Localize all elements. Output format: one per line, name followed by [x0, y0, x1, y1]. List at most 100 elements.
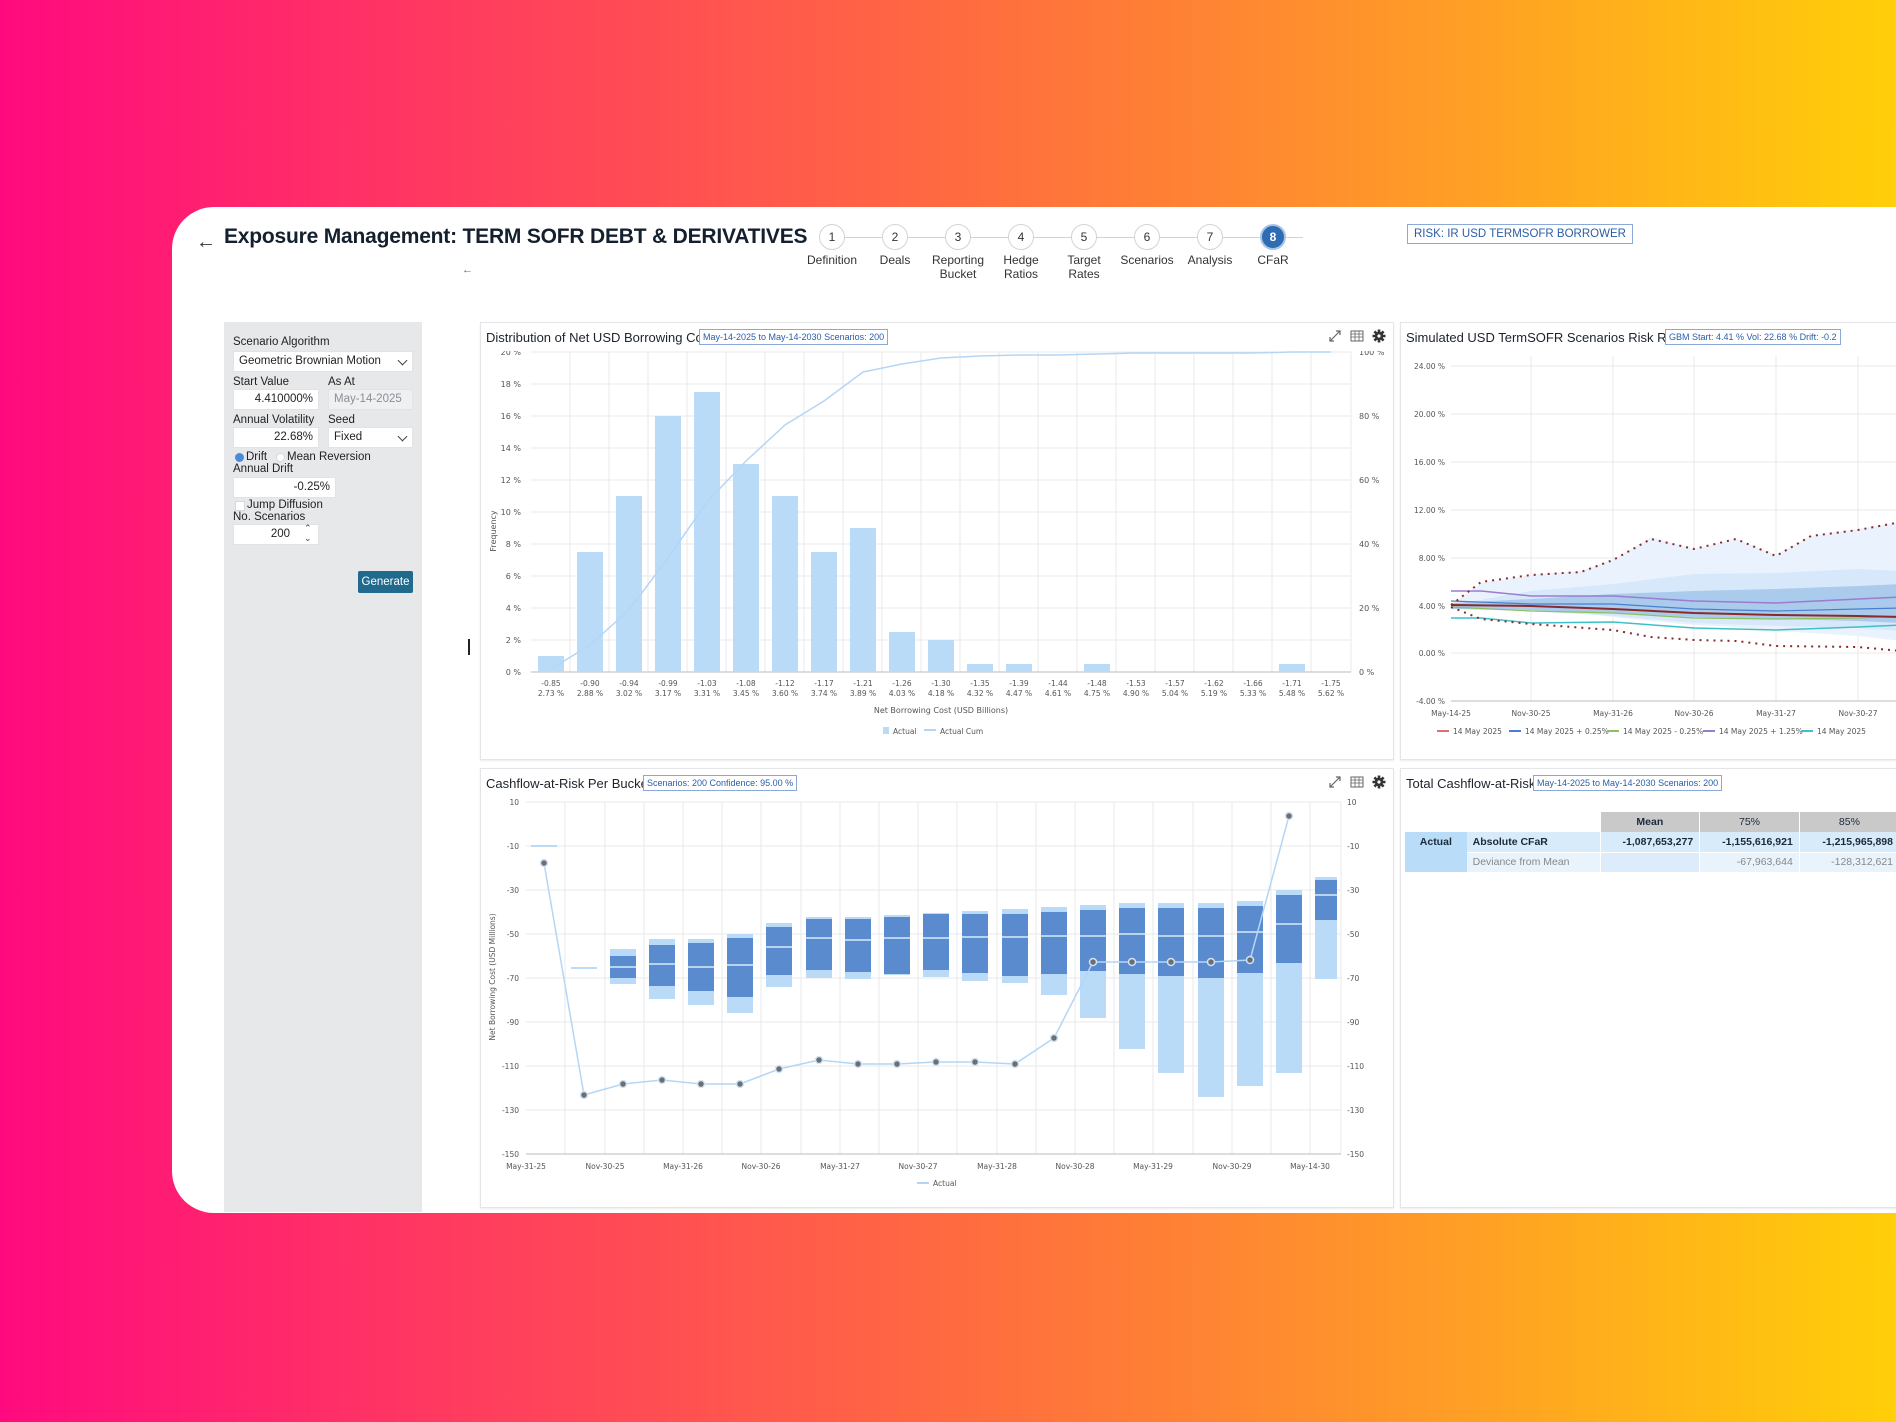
expand-icon[interactable] — [1327, 774, 1343, 790]
annual-drift-input[interactable]: -0.25% — [233, 477, 336, 498]
step-hedge-ratios[interactable]: 4 Hedge Ratios — [983, 224, 1059, 281]
svg-text:3.17 %: 3.17 % — [655, 689, 681, 698]
resize-handle[interactable] — [468, 639, 470, 655]
cell-75: -67,963,644 — [1699, 851, 1800, 872]
step-deals[interactable]: 2 Deals — [857, 224, 933, 267]
svg-text:Nov-30-26: Nov-30-26 — [742, 1162, 781, 1171]
svg-text:24.00 %: 24.00 % — [1414, 362, 1445, 371]
svg-text:4.32 %: 4.32 % — [967, 689, 993, 698]
step-number: 6 — [1134, 224, 1160, 250]
distribution-chart: 20 %18 %16 %14 %12 %10 %8 %6 %4 %2 %0 % … — [489, 351, 1385, 736]
column-header-mean[interactable]: Mean — [1599, 812, 1700, 832]
svg-text:-70: -70 — [1347, 974, 1359, 983]
collapse-panel-arrow-icon[interactable]: ← — [462, 264, 473, 276]
seed-label: Seed — [328, 414, 355, 426]
svg-text:5.33 %: 5.33 % — [1240, 689, 1266, 698]
median-lines — [610, 894, 1337, 968]
column-header-85[interactable]: 85% — [1798, 812, 1896, 832]
grid — [1451, 356, 1896, 701]
step-cfar[interactable]: 8 CFaR — [1235, 224, 1311, 267]
svg-text:14 May 2025 + 1.25%: 14 May 2025 + 1.25% — [1719, 727, 1803, 736]
svg-text:-4.00 %: -4.00 % — [1416, 697, 1445, 706]
step-scenarios[interactable]: 6 Scenarios — [1109, 224, 1185, 267]
gear-icon[interactable] — [1371, 328, 1387, 344]
step-label: Target Rates — [1067, 253, 1101, 281]
expand-icon[interactable] — [1327, 328, 1343, 344]
svg-text:-90: -90 — [1347, 1018, 1359, 1027]
svg-text:3.45 %: 3.45 % — [733, 689, 759, 698]
y-axis-left: 20 % 18 % 16 % 14 % 12 % 10 % 8 % 6 % 4 % 2 % 0 % — [501, 351, 522, 677]
annual-volatility-input[interactable]: 22.68% — [233, 427, 319, 448]
step-analysis[interactable]: 7 Analysis — [1172, 224, 1248, 267]
svg-text:May-14-25: May-14-25 — [1431, 709, 1471, 718]
svg-text:-1.03: -1.03 — [697, 679, 717, 688]
svg-text:-1.30: -1.30 — [931, 679, 951, 688]
svg-text:-0.99: -0.99 — [658, 679, 678, 688]
svg-text:2.73 %: 2.73 % — [538, 689, 564, 698]
simulated-scenarios-panel: Simulated USD TermSOFR Scenarios Risk Ra… — [1400, 322, 1896, 760]
step-target-rates[interactable]: 5 Target Rates — [1046, 224, 1122, 281]
svg-text:-30: -30 — [507, 886, 519, 895]
svg-text:May-31-26: May-31-26 — [1593, 709, 1633, 718]
svg-text:May-31-26: May-31-26 — [663, 1162, 703, 1171]
legend: Actual — [917, 1179, 957, 1188]
svg-text:20 %: 20 % — [1359, 604, 1380, 613]
svg-text:4.47 %: 4.47 % — [1006, 689, 1032, 698]
svg-text:-1.08: -1.08 — [736, 679, 756, 688]
y-axis-right: 10 -10 -30 -50 -70 -90 -110 -130 -150 — [1347, 798, 1364, 1159]
table-icon[interactable] — [1349, 328, 1365, 344]
column-header-75[interactable]: 75% — [1699, 812, 1800, 832]
chevron-down-icon — [397, 355, 408, 366]
inner-band — [1451, 584, 1896, 623]
step-label: Scenarios — [1120, 253, 1174, 267]
arrow-left-icon[interactable]: ← — [196, 231, 216, 253]
svg-text:4.75 %: 4.75 % — [1084, 689, 1110, 698]
row-label: Absolute CFaR — [1466, 832, 1601, 852]
as-at-label: As At — [328, 376, 355, 388]
svg-text:-0.90: -0.90 — [580, 679, 600, 688]
start-value-input[interactable]: 4.410000% — [233, 389, 319, 410]
gear-icon[interactable] — [1371, 774, 1387, 790]
svg-text:-110: -110 — [502, 1062, 519, 1071]
cell-mean — [1599, 851, 1700, 872]
panel-badge: GBM Start: 4.41 % Vol: 22.68 % Drift: -0… — [1665, 329, 1841, 345]
svg-text:100 %: 100 % — [1359, 351, 1385, 357]
scenario-algorithm-select[interactable]: Geometric Brownian Motion — [233, 351, 413, 372]
svg-text:Nov-30-26: Nov-30-26 — [1675, 709, 1714, 718]
median-line — [1450, 604, 1896, 618]
mean-reversion-radio[interactable] — [276, 453, 285, 462]
svg-text:-130: -130 — [502, 1106, 519, 1115]
actual-points — [539, 811, 1294, 1100]
page-title: Exposure Management: TERM SOFR DEBT & DE… — [224, 225, 808, 248]
upper-bound-dotted — [1450, 521, 1896, 606]
svg-text:-1.62: -1.62 — [1204, 679, 1224, 688]
generate-button[interactable]: Generate — [358, 571, 413, 593]
jump-diffusion-checkbox[interactable] — [235, 501, 245, 511]
no-scenarios-stepper[interactable]: 200 — [233, 524, 319, 545]
cell-85: -1,215,965,898 — [1798, 832, 1896, 852]
svg-text:Nov-30-27: Nov-30-27 — [1839, 709, 1878, 718]
stepper-arrows-icon[interactable]: ⌃ ⌄ — [304, 523, 312, 543]
svg-text:-1.17: -1.17 — [814, 679, 834, 688]
grid — [531, 351, 1352, 672]
step-reporting-bucket[interactable]: 3 Reporting Bucket — [920, 224, 996, 281]
svg-text:6 %: 6 % — [506, 572, 522, 581]
svg-text:4.61 %: 4.61 % — [1045, 689, 1071, 698]
step-definition[interactable]: 1 Definition — [794, 224, 870, 267]
step-label: Deals — [879, 253, 911, 267]
x-axis-title: Net Borrowing Cost (USD Billions) — [874, 706, 1008, 715]
wizard-stepper: 1 Definition 2 Deals 3 Reporting Bucket 4 Hed… — [794, 224, 1334, 284]
panel-title: Simulated USD TermSOFR Scenarios Risk Ra… — [1406, 330, 1696, 345]
svg-text:-130: -130 — [1347, 1106, 1364, 1115]
table-icon[interactable] — [1349, 774, 1365, 790]
risk-badge[interactable]: RISK: IR USD TERMSOFR BORROWER — [1407, 224, 1633, 244]
seed-select[interactable]: Fixed — [328, 427, 413, 448]
svg-text:Nov-30-25: Nov-30-25 — [1512, 709, 1551, 718]
x-axis: May-31-25 Nov-30-25 May-31-26 Nov-30-26 May-… — [506, 1162, 1330, 1171]
step-number: 1 — [819, 224, 845, 250]
svg-text:10: 10 — [509, 798, 519, 807]
annual-volatility-label: Annual Volatility — [233, 414, 315, 426]
svg-text:-10: -10 — [507, 842, 519, 851]
svg-text:3.74 %: 3.74 % — [811, 689, 837, 698]
drift-radio[interactable] — [235, 453, 244, 462]
